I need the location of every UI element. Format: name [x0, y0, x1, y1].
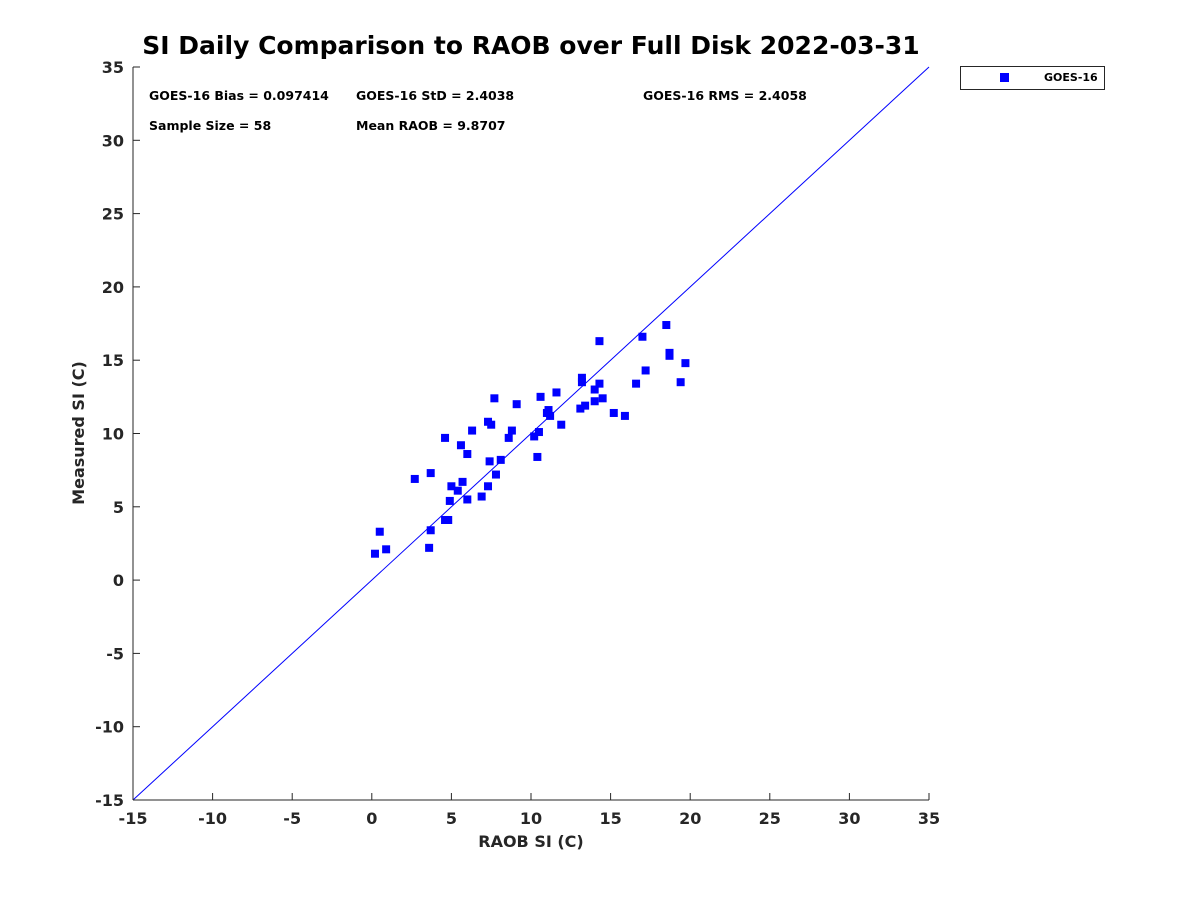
data-point	[590, 397, 599, 406]
chart-title: SI Daily Comparison to RAOB over Full Di…	[142, 31, 919, 60]
data-point	[485, 457, 494, 466]
data-point	[496, 455, 505, 464]
data-point	[484, 482, 493, 491]
mean-raob-annotation: Mean RAOB = 9.8707	[356, 118, 505, 133]
data-point	[487, 420, 496, 429]
x-tick-label: 15	[599, 809, 621, 828]
data-point	[463, 495, 472, 504]
sample-size-annotation: Sample Size = 58	[149, 118, 271, 133]
x-tick-label: 5	[446, 809, 457, 828]
y-tick-label: 25	[102, 205, 124, 224]
data-points	[370, 321, 690, 558]
std-annotation: GOES-16 StD = 2.4038	[356, 88, 514, 103]
x-tick-label: 25	[759, 809, 781, 828]
data-point	[507, 426, 516, 435]
bias-annotation: GOES-16 Bias = 0.097414	[149, 88, 329, 103]
data-point	[681, 359, 690, 368]
data-point	[504, 433, 513, 442]
x-tick-label: -15	[119, 809, 148, 828]
x-tick-label: 30	[838, 809, 860, 828]
stats-annotations: GOES-16 Bias = 0.097414 GOES-16 StD = 2.…	[149, 88, 807, 133]
legend-box	[960, 66, 1105, 90]
data-point	[546, 411, 555, 420]
data-point	[641, 366, 650, 375]
y-tick-label: 15	[102, 351, 124, 370]
legend: GOES-16	[960, 66, 1105, 90]
data-point	[536, 392, 545, 401]
data-point	[676, 378, 685, 387]
x-tick-label: -5	[283, 809, 301, 828]
data-point	[468, 426, 477, 435]
data-point	[491, 470, 500, 479]
data-point	[638, 332, 647, 341]
data-point	[576, 404, 585, 413]
legend-label: GOES-16	[1044, 71, 1098, 84]
data-point	[512, 400, 521, 409]
legend-marker	[1000, 73, 1009, 82]
data-point	[530, 432, 539, 441]
data-point	[441, 433, 450, 442]
y-axis-label: Measured SI (C)	[69, 361, 88, 505]
data-point	[458, 477, 467, 486]
data-point	[609, 408, 618, 417]
data-point	[410, 474, 419, 483]
data-point	[477, 492, 486, 501]
y-tick-label: 0	[113, 571, 124, 590]
data-point	[426, 469, 435, 478]
data-point	[577, 378, 586, 387]
y-axis-ticks: -15 -10 -5 0 5 10 15 20 25 30 35	[95, 58, 140, 810]
data-point	[534, 428, 543, 437]
y-tick-label: 35	[102, 58, 124, 77]
data-point	[544, 406, 553, 415]
data-point	[581, 401, 590, 410]
data-point	[552, 388, 561, 397]
data-point	[370, 549, 379, 558]
x-tick-label: 10	[520, 809, 542, 828]
y-tick-label: -10	[95, 718, 124, 737]
data-point	[620, 411, 629, 420]
data-point	[463, 450, 472, 459]
y-tick-label: 5	[113, 498, 124, 517]
x-axis-label: RAOB SI (C)	[478, 832, 583, 851]
x-tick-label: 20	[679, 809, 701, 828]
data-point	[425, 543, 434, 552]
y-tick-label: -5	[106, 644, 124, 663]
data-point	[557, 420, 566, 429]
data-point	[456, 441, 465, 450]
y-tick-label: 30	[102, 131, 124, 150]
data-point	[595, 379, 604, 388]
x-tick-label: -10	[198, 809, 227, 828]
data-point	[662, 321, 671, 330]
data-point	[447, 482, 456, 491]
data-point	[375, 527, 384, 536]
y-tick-label: -15	[95, 791, 124, 810]
x-tick-label: 0	[366, 809, 377, 828]
data-point	[595, 337, 604, 346]
data-point	[665, 348, 674, 357]
x-axis-ticks: -15 -10 -5 0 5 10 15 20 25 30 35	[119, 793, 940, 828]
y-tick-label: 10	[102, 425, 124, 444]
data-point	[426, 526, 435, 535]
data-point	[453, 486, 462, 495]
y-tick-label: 20	[102, 278, 124, 297]
data-point	[533, 452, 542, 461]
data-point	[444, 515, 453, 524]
data-point	[382, 545, 391, 554]
data-point	[445, 496, 454, 505]
data-point	[590, 385, 599, 394]
data-point	[632, 379, 641, 388]
x-tick-label: 35	[918, 809, 940, 828]
rms-annotation: GOES-16 RMS = 2.4058	[643, 88, 807, 103]
data-point	[490, 394, 499, 403]
data-point	[598, 394, 607, 403]
data-point	[577, 373, 586, 382]
